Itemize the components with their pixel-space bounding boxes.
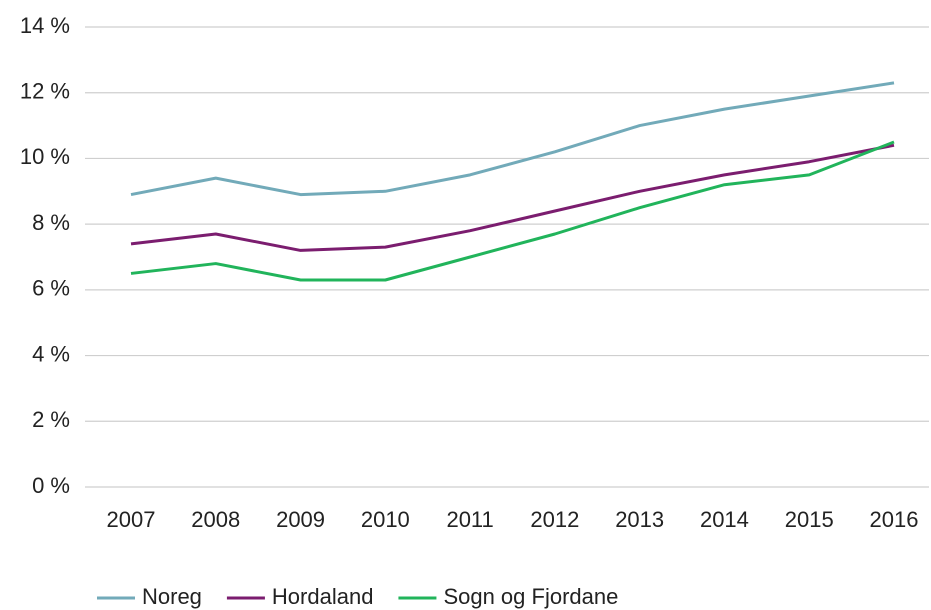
legend-label: Hordaland	[272, 584, 374, 609]
x-tick-label: 2015	[785, 507, 834, 532]
x-tick-label: 2016	[870, 507, 919, 532]
y-tick-label: 14 %	[20, 13, 70, 38]
series-line	[130, 143, 895, 252]
legend-label: Noreg	[142, 584, 202, 609]
x-tick-label: 2009	[276, 507, 325, 532]
x-tick-label: 2008	[191, 507, 240, 532]
x-tick-label: 2007	[107, 507, 156, 532]
y-tick-label: 8 %	[32, 210, 70, 235]
x-tick-label: 2012	[530, 507, 579, 532]
y-tick-label: 2 %	[32, 407, 70, 432]
x-tick-label: 2014	[700, 507, 749, 532]
y-tick-label: 12 %	[20, 79, 70, 104]
y-tick-label: 0 %	[32, 473, 70, 498]
x-tick-label: 2011	[446, 507, 493, 532]
x-tick-label: 2013	[615, 507, 664, 532]
series-line	[130, 140, 895, 282]
y-tick-label: 4 %	[32, 341, 70, 366]
y-tick-label: 10 %	[20, 144, 70, 169]
series-line	[130, 81, 895, 197]
x-tick-label: 2010	[361, 507, 410, 532]
legend-label: Sogn og Fjordane	[443, 584, 618, 609]
y-tick-label: 6 %	[32, 276, 70, 301]
